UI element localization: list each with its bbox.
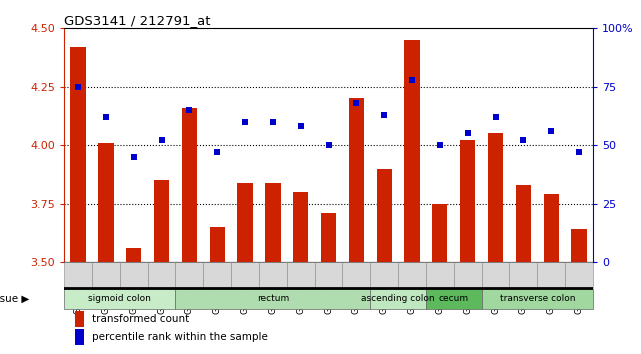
- Bar: [71, 47, 86, 262]
- Bar: [126, 248, 141, 262]
- Bar: [64, 262, 92, 288]
- Bar: [203, 262, 231, 288]
- Point: [73, 84, 83, 90]
- Bar: [565, 262, 593, 288]
- Bar: [287, 262, 315, 288]
- Bar: [370, 262, 398, 288]
- Point: [351, 100, 362, 106]
- Text: transverse colon: transverse colon: [499, 294, 575, 303]
- Bar: [265, 183, 281, 262]
- Point: [101, 114, 111, 120]
- Bar: [516, 185, 531, 262]
- Bar: [210, 227, 225, 262]
- Point: [518, 138, 528, 143]
- Text: rectum: rectum: [257, 294, 289, 303]
- Bar: [510, 262, 537, 288]
- Bar: [432, 204, 447, 262]
- Point: [407, 77, 417, 82]
- Bar: [426, 289, 481, 309]
- Point: [212, 149, 222, 155]
- Bar: [181, 108, 197, 262]
- Bar: [460, 141, 476, 262]
- Bar: [293, 192, 308, 262]
- Bar: [237, 183, 253, 262]
- Point: [463, 131, 473, 136]
- Bar: [426, 262, 454, 288]
- Bar: [454, 262, 481, 288]
- Point: [184, 107, 194, 113]
- Bar: [315, 262, 342, 288]
- Text: GDS3141 / 212791_at: GDS3141 / 212791_at: [64, 14, 211, 27]
- Bar: [176, 262, 203, 288]
- Bar: [342, 262, 370, 288]
- Point: [296, 124, 306, 129]
- Bar: [376, 169, 392, 262]
- Point: [490, 114, 501, 120]
- Point: [379, 112, 389, 118]
- Bar: [537, 262, 565, 288]
- Bar: [120, 262, 147, 288]
- Bar: [481, 262, 510, 288]
- Bar: [92, 262, 120, 288]
- Bar: [571, 229, 587, 262]
- Point: [240, 119, 250, 125]
- Bar: [398, 262, 426, 288]
- Point: [574, 149, 584, 155]
- Text: percentile rank within the sample: percentile rank within the sample: [92, 332, 268, 342]
- Text: ascending colon: ascending colon: [362, 294, 435, 303]
- Bar: [64, 289, 176, 309]
- Text: sigmoid colon: sigmoid colon: [88, 294, 151, 303]
- Bar: [488, 133, 503, 262]
- Text: transformed count: transformed count: [92, 314, 189, 324]
- Bar: [147, 262, 176, 288]
- Bar: [231, 262, 259, 288]
- Bar: [259, 262, 287, 288]
- Bar: [481, 289, 593, 309]
- Bar: [74, 311, 84, 327]
- Bar: [404, 40, 420, 262]
- Bar: [321, 213, 336, 262]
- Point: [435, 142, 445, 148]
- Text: tissue ▶: tissue ▶: [0, 293, 29, 304]
- Bar: [74, 329, 84, 345]
- Point: [156, 138, 167, 143]
- Bar: [544, 194, 559, 262]
- Text: cecum: cecum: [438, 294, 469, 303]
- Bar: [370, 289, 426, 309]
- Bar: [176, 289, 370, 309]
- Point: [268, 119, 278, 125]
- Point: [129, 154, 139, 160]
- Bar: [349, 98, 364, 262]
- Point: [546, 128, 556, 134]
- Bar: [98, 143, 113, 262]
- Bar: [154, 180, 169, 262]
- Point: [324, 142, 334, 148]
